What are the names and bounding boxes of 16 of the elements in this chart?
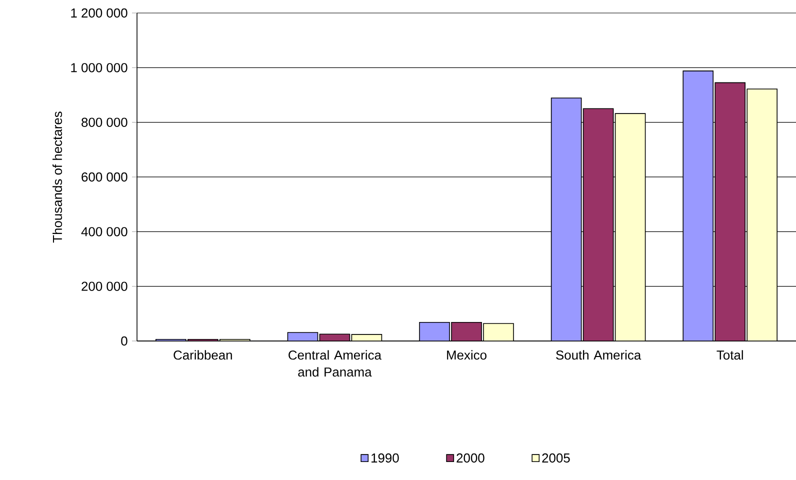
x-tick-label: Mexico: [447, 350, 486, 360]
y-tick-label: 1 200 000: [71, 8, 128, 18]
y-tick-label: 400 000: [81, 227, 128, 236]
y-tick-label: 800 000: [82, 118, 128, 127]
legend-label: 2000: [456, 453, 484, 463]
y-tick-label: 200 000: [82, 282, 128, 291]
legend-label: 1990: [372, 453, 399, 463]
x-tick-label: South America: [556, 350, 642, 360]
y-tick-label: 600 000: [82, 172, 128, 182]
y-tick-label: 1 000 000: [71, 63, 128, 72]
y-tick-label: 0: [121, 336, 128, 346]
x-tick-label: Total: [716, 350, 743, 360]
x-tick-label: Central America and Panama: [288, 350, 382, 377]
legend-label: 2005: [542, 453, 570, 463]
y-axis-title: Thousands of hectares: [52, 112, 62, 243]
x-tick-label: Caribbean: [174, 350, 232, 360]
